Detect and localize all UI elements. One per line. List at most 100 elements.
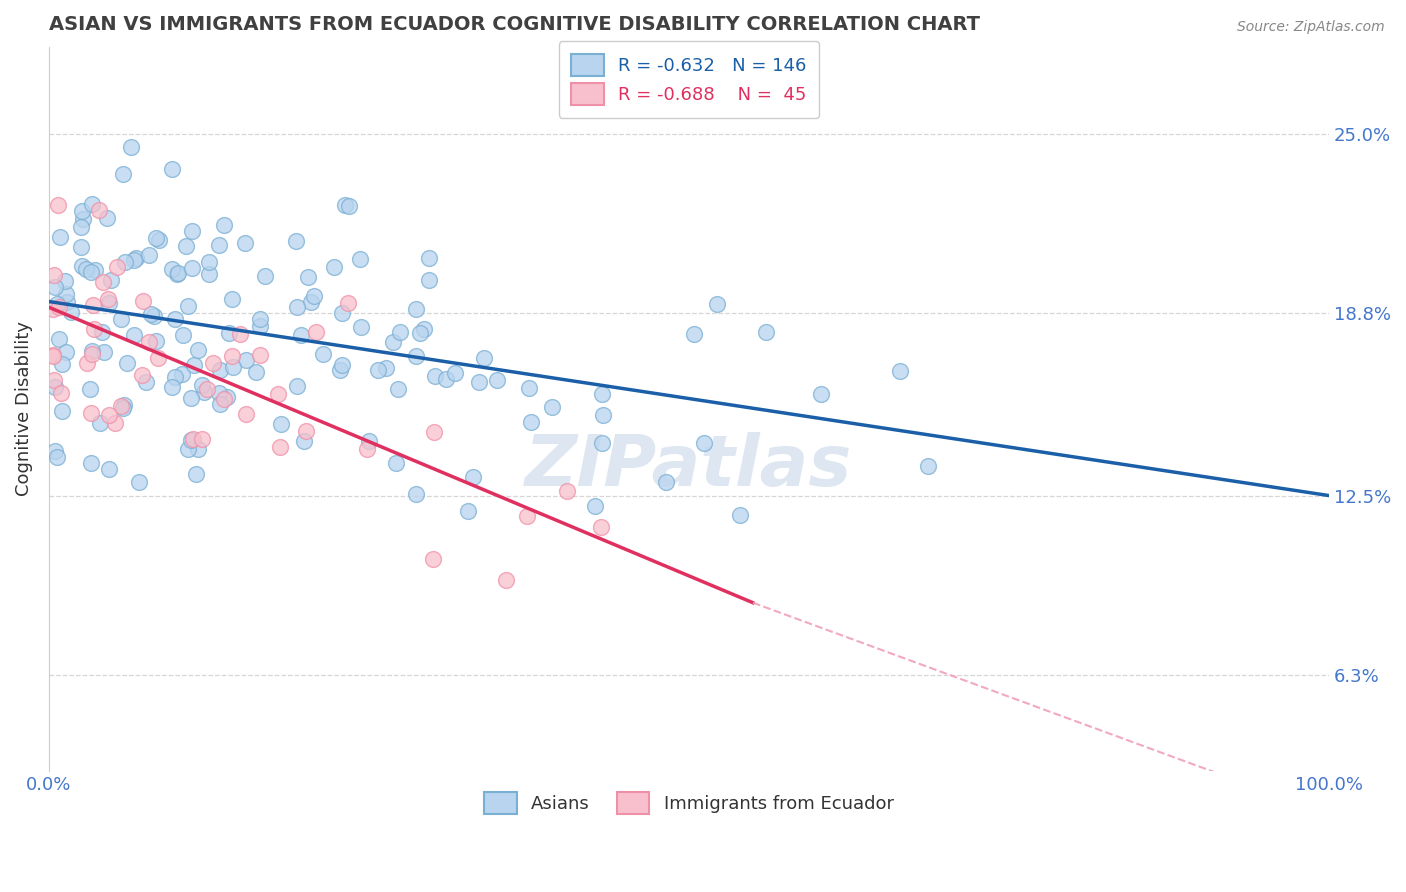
Point xyxy=(110,311,132,326)
Point xyxy=(90,325,112,339)
Point xyxy=(98,462,121,476)
Point xyxy=(693,436,716,450)
Text: ASIAN VS IMMIGRANTS FROM ECUADOR COGNITIVE DISABILITY CORRELATION CHART: ASIAN VS IMMIGRANTS FROM ECUADOR COGNITI… xyxy=(49,15,980,34)
Point xyxy=(181,260,204,275)
Point xyxy=(405,486,427,500)
Point xyxy=(162,261,184,276)
Point xyxy=(135,375,157,389)
Point xyxy=(55,286,77,301)
Point xyxy=(591,387,613,401)
Point xyxy=(423,425,446,439)
Point xyxy=(44,380,66,394)
Point xyxy=(245,365,267,379)
Point xyxy=(165,370,187,384)
Point xyxy=(112,398,135,412)
Point xyxy=(44,373,66,387)
Point xyxy=(138,248,160,262)
Point xyxy=(186,467,208,482)
Point xyxy=(295,424,318,438)
Point xyxy=(208,363,231,377)
Point xyxy=(235,352,257,367)
Point xyxy=(55,345,77,359)
Point xyxy=(70,240,93,254)
Point xyxy=(97,292,120,306)
Point xyxy=(418,251,440,265)
Point xyxy=(122,328,145,343)
Point xyxy=(191,378,214,392)
Point xyxy=(375,361,398,376)
Point xyxy=(125,251,148,265)
Point xyxy=(48,300,70,314)
Text: ZIPatlas: ZIPatlas xyxy=(526,432,852,501)
Point xyxy=(70,204,93,219)
Point xyxy=(69,220,91,235)
Point xyxy=(299,294,322,309)
Point xyxy=(163,311,186,326)
Point xyxy=(51,357,73,371)
Point xyxy=(422,552,444,566)
Point xyxy=(139,307,162,321)
Point xyxy=(468,375,491,389)
Point xyxy=(330,358,353,372)
Point xyxy=(98,295,121,310)
Point xyxy=(44,444,66,458)
Point xyxy=(385,456,408,470)
Point xyxy=(183,359,205,373)
Point xyxy=(202,356,225,370)
Point xyxy=(249,312,271,326)
Point xyxy=(333,197,356,211)
Point xyxy=(302,289,325,303)
Point xyxy=(381,334,404,349)
Point xyxy=(190,433,212,447)
Point xyxy=(336,296,359,310)
Point xyxy=(53,274,76,288)
Point xyxy=(44,280,66,294)
Point xyxy=(172,328,194,343)
Point xyxy=(100,272,122,286)
Point xyxy=(105,260,128,275)
Point xyxy=(48,332,70,346)
Point xyxy=(187,343,209,357)
Point xyxy=(83,322,105,336)
Point xyxy=(235,407,257,421)
Point xyxy=(233,235,256,250)
Point xyxy=(583,499,606,513)
Point xyxy=(138,334,160,349)
Point xyxy=(145,231,167,245)
Point xyxy=(350,319,373,334)
Point xyxy=(229,326,252,341)
Point xyxy=(555,484,578,499)
Point xyxy=(98,408,121,422)
Point xyxy=(176,299,198,313)
Point xyxy=(413,322,436,336)
Point xyxy=(221,349,243,363)
Point xyxy=(80,196,103,211)
Point xyxy=(444,367,467,381)
Point xyxy=(48,230,70,244)
Point xyxy=(180,433,202,447)
Point xyxy=(114,255,136,269)
Point xyxy=(423,368,446,383)
Point xyxy=(387,382,409,396)
Y-axis label: Cognitive Disability: Cognitive Disability xyxy=(15,321,32,496)
Point xyxy=(267,387,290,401)
Point xyxy=(285,378,308,392)
Point xyxy=(249,348,271,362)
Point xyxy=(212,392,235,406)
Point xyxy=(122,253,145,268)
Point xyxy=(517,381,540,395)
Point xyxy=(218,326,240,340)
Point xyxy=(222,360,245,375)
Point xyxy=(917,459,939,474)
Point xyxy=(292,434,315,448)
Point xyxy=(187,442,209,456)
Point xyxy=(162,379,184,393)
Point xyxy=(45,450,67,464)
Point xyxy=(305,325,328,339)
Point xyxy=(472,351,495,365)
Point xyxy=(367,363,389,377)
Point xyxy=(145,334,167,348)
Point xyxy=(389,325,412,339)
Point xyxy=(128,475,150,489)
Point xyxy=(434,372,457,386)
